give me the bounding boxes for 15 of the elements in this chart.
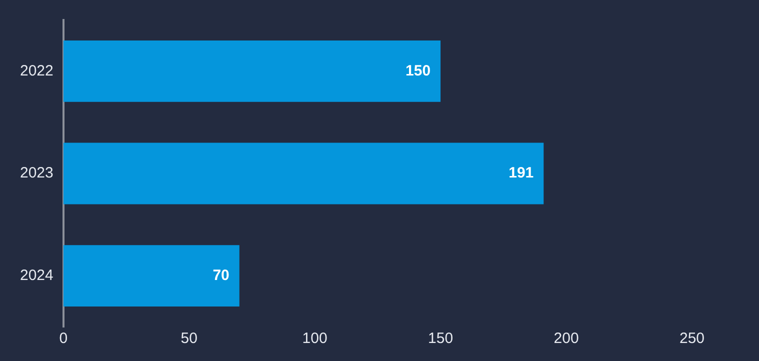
bar bbox=[63, 245, 240, 307]
data-label: 150 bbox=[406, 62, 431, 80]
x-tick-label: 150 bbox=[428, 330, 454, 348]
x-tick-label: 50 bbox=[180, 330, 198, 348]
x-tick-label: 0 bbox=[59, 330, 68, 348]
x-tick-label: 250 bbox=[679, 330, 705, 348]
data-label: 70 bbox=[212, 266, 230, 284]
y-tick-label: 2022 bbox=[20, 62, 54, 80]
data-label: 191 bbox=[508, 164, 534, 182]
bar bbox=[63, 40, 441, 102]
bar bbox=[63, 142, 544, 204]
y-tick-label: 2023 bbox=[20, 164, 54, 182]
y-tick-label: 2024 bbox=[20, 266, 54, 284]
x-tick-label: 200 bbox=[554, 330, 579, 348]
x-tick-label: 100 bbox=[302, 330, 328, 348]
